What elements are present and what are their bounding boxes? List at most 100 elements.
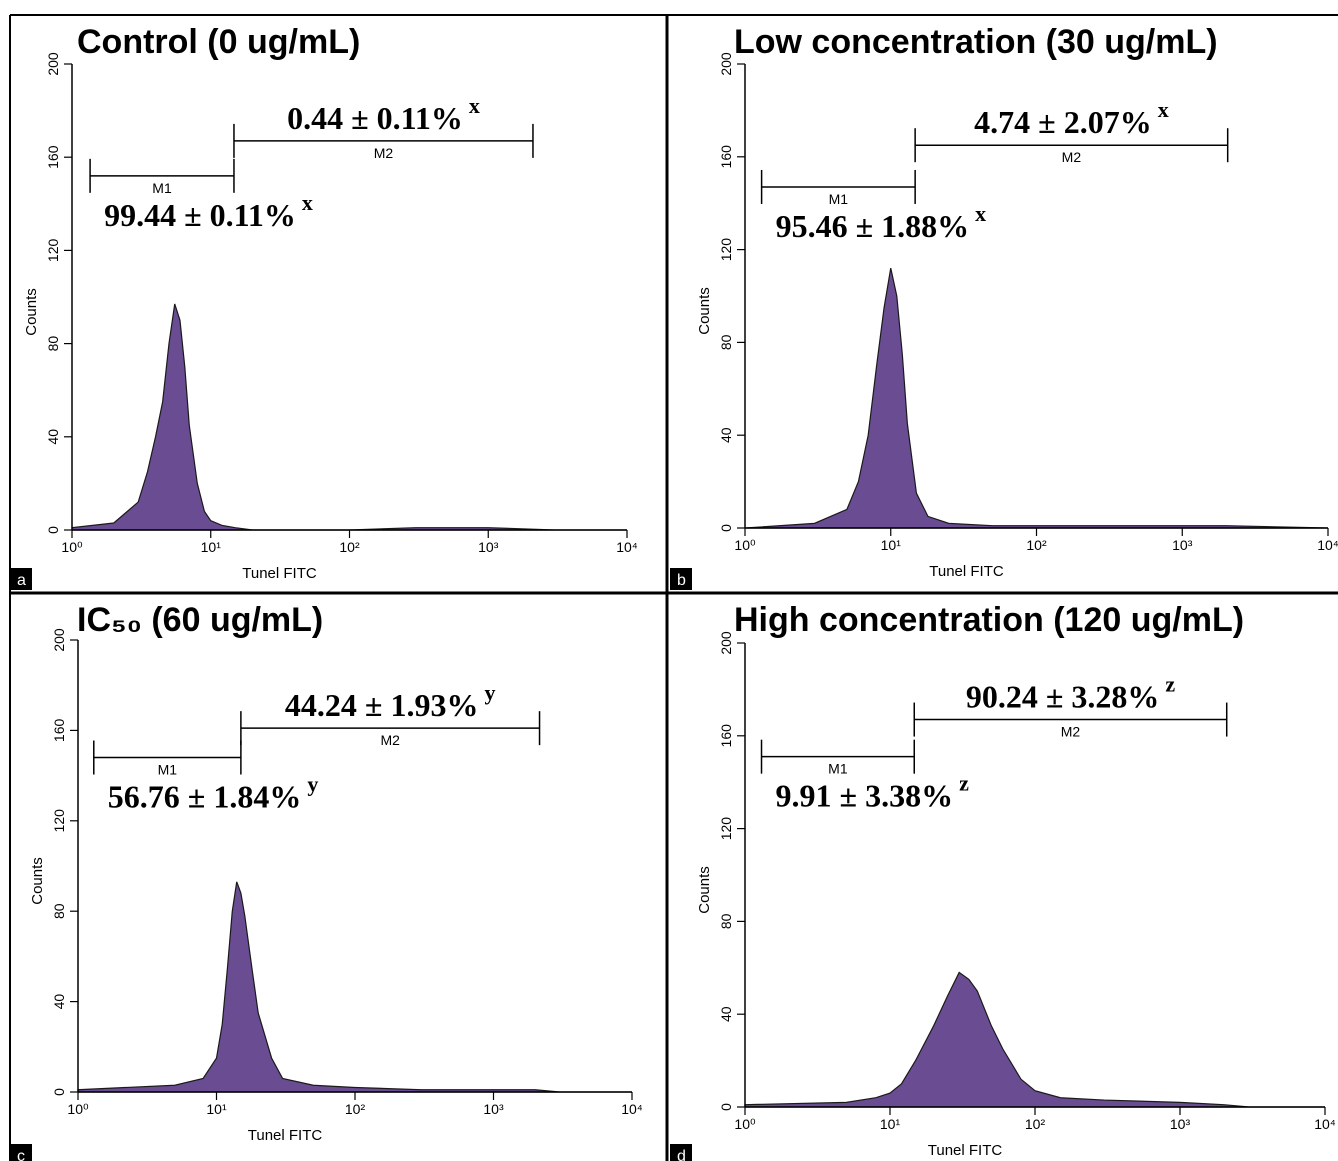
x-tick-label: 10¹ xyxy=(206,1101,227,1117)
x-axis-label: Tunel FITC xyxy=(929,563,1004,580)
y-tick-label: 200 xyxy=(718,52,734,76)
y-tick-label: 0 xyxy=(45,526,61,534)
gate-superscript: y xyxy=(307,772,318,797)
x-tick-label: 10¹ xyxy=(881,537,902,553)
gate-percent-value: 56.76 ± 1.84% xyxy=(108,779,302,815)
y-tick-label: 120 xyxy=(718,238,734,262)
y-tick-label: 80 xyxy=(718,334,734,350)
y-tick-label: 40 xyxy=(718,427,734,443)
x-tick-label: 10⁴ xyxy=(616,539,638,555)
y-tick-label: 80 xyxy=(51,903,67,919)
panel-letter-box xyxy=(670,1144,692,1161)
gate-percent: 99.44 ± 0.11% x xyxy=(104,190,313,233)
gate-percent: 0.44 ± 0.11% x xyxy=(287,93,480,136)
histogram-area xyxy=(71,303,627,531)
gate-percent-value: 4.74 ± 2.07% xyxy=(974,104,1152,140)
y-axis-label: Counts xyxy=(23,288,40,336)
gate-percent: 9.91 ± 3.38% z xyxy=(776,771,970,814)
gate-name: M2 xyxy=(1062,149,1082,165)
y-tick-label: 160 xyxy=(718,724,734,748)
x-tick-label: 10³ xyxy=(478,539,499,555)
y-tick-label: 80 xyxy=(718,913,734,929)
histogram-area xyxy=(744,971,1325,1108)
histogram-area xyxy=(77,881,632,1093)
panel-letter-box xyxy=(10,568,32,590)
x-tick-label: 10⁰ xyxy=(67,1101,89,1117)
x-tick-label: 10³ xyxy=(1172,537,1193,553)
panel-letter: a xyxy=(17,572,26,589)
gate-name: M1 xyxy=(152,180,172,196)
x-tick-label: 10² xyxy=(1026,537,1047,553)
x-tick-label: 10² xyxy=(339,539,360,555)
y-tick-label: 200 xyxy=(45,52,61,76)
gate-superscript: y xyxy=(484,680,495,705)
y-tick-label: 160 xyxy=(718,145,734,169)
gate-percent-value: 95.46 ± 1.88% xyxy=(776,208,970,244)
gate-superscript: z xyxy=(1165,672,1175,697)
y-tick-label: 200 xyxy=(51,628,67,652)
x-tick-label: 10² xyxy=(1025,1116,1046,1132)
gate-name: M2 xyxy=(374,145,394,161)
y-axis-label: Counts xyxy=(696,866,713,914)
panel-letter: d xyxy=(677,1148,686,1161)
x-tick-label: 10¹ xyxy=(201,539,222,555)
x-tick-label: 10⁴ xyxy=(1314,1116,1336,1132)
x-tick-label: 10⁰ xyxy=(734,1116,756,1132)
histogram-area xyxy=(744,268,1329,529)
gate-percent-value: 0.44 ± 0.11% xyxy=(287,100,463,136)
panel-letter: c xyxy=(17,1148,25,1161)
gate-name: M1 xyxy=(829,191,849,207)
y-tick-label: 120 xyxy=(51,809,67,833)
y-tick-label: 0 xyxy=(718,524,734,532)
gate-percent-value: 99.44 ± 0.11% xyxy=(104,197,296,233)
y-tick-label: 0 xyxy=(51,1088,67,1096)
x-tick-label: 10⁰ xyxy=(61,539,83,555)
gate-percent: 4.74 ± 2.07% x xyxy=(974,97,1169,140)
panel-letter-box xyxy=(10,1144,32,1161)
gate-percent-value: 90.24 ± 3.28% xyxy=(966,679,1160,715)
x-tick-label: 10² xyxy=(345,1101,366,1117)
gate-name: M2 xyxy=(1061,724,1081,740)
x-axis-label: Tunel FITC xyxy=(242,565,317,582)
gate-superscript: x xyxy=(975,201,986,226)
x-tick-label: 10⁴ xyxy=(1317,537,1338,553)
gate-superscript: x xyxy=(302,190,313,215)
y-tick-label: 160 xyxy=(45,145,61,169)
y-tick-label: 80 xyxy=(45,336,61,352)
y-axis-label: Counts xyxy=(696,287,713,335)
x-tick-label: 10³ xyxy=(483,1101,504,1117)
panel-letter-box xyxy=(670,568,692,590)
gate-superscript: z xyxy=(959,771,969,796)
gate-percent: 90.24 ± 3.28% z xyxy=(966,672,1176,715)
y-axis-label: Counts xyxy=(29,857,46,905)
y-tick-label: 40 xyxy=(45,429,61,445)
x-tick-label: 10⁴ xyxy=(621,1101,643,1117)
gate-name: M1 xyxy=(158,762,178,778)
gate-percent: 44.24 ± 1.93% y xyxy=(285,680,496,723)
x-axis-label: Tunel FITC xyxy=(928,1142,1003,1159)
y-tick-label: 120 xyxy=(45,239,61,263)
panel-title: Control (0 ug/mL) xyxy=(77,23,360,61)
gate-name: M1 xyxy=(828,761,848,777)
gate-superscript: x xyxy=(1158,97,1169,122)
panel-title: High concentration (120 ug/mL) xyxy=(734,601,1244,639)
panel-letter: b xyxy=(677,572,686,589)
x-tick-label: 10⁰ xyxy=(734,537,756,553)
gate-percent: 56.76 ± 1.84% y xyxy=(108,772,319,815)
y-tick-label: 200 xyxy=(718,631,734,655)
y-tick-label: 40 xyxy=(51,994,67,1010)
y-tick-label: 40 xyxy=(718,1006,734,1022)
gate-superscript: x xyxy=(469,93,480,118)
panel-title: IC₅₀ (60 ug/mL) xyxy=(77,601,323,639)
y-tick-label: 120 xyxy=(718,817,734,841)
gate-percent-value: 44.24 ± 1.93% xyxy=(285,687,479,723)
y-tick-label: 0 xyxy=(718,1103,734,1111)
x-tick-label: 10¹ xyxy=(880,1116,901,1132)
x-tick-label: 10³ xyxy=(1170,1116,1191,1132)
gate-percent: 95.46 ± 1.88% x xyxy=(776,201,987,244)
panel-title: Low concentration (30 ug/mL) xyxy=(734,23,1218,61)
gate-name: M2 xyxy=(380,732,400,748)
x-axis-label: Tunel FITC xyxy=(248,1127,323,1144)
